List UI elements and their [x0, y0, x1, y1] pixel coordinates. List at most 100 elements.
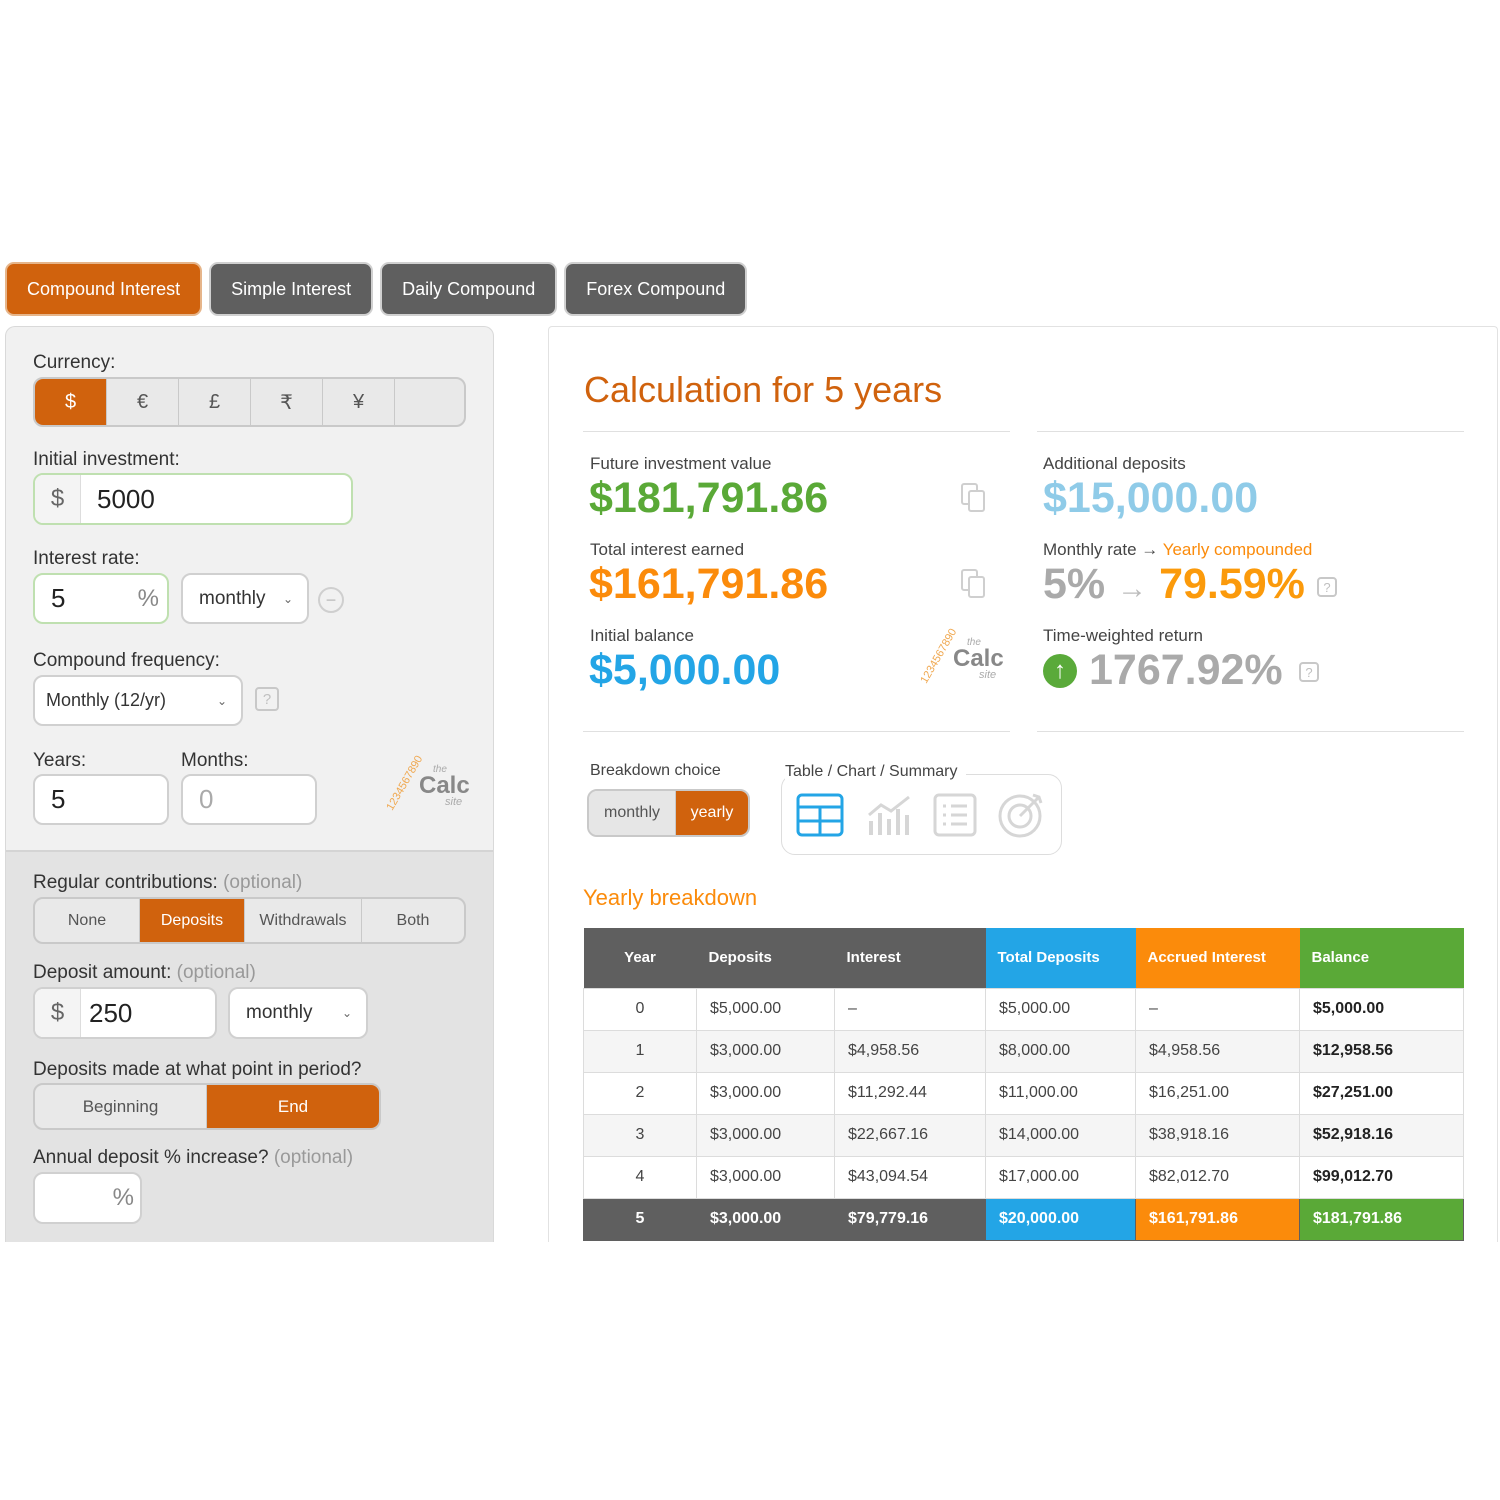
- table-header-row: Year Deposits Interest Total Deposits Ac…: [583, 928, 1464, 988]
- calculator-tabs: Compound Interest Simple Interest Daily …: [5, 262, 748, 316]
- cell-total-deposits: $17,000.00: [985, 1155, 1136, 1199]
- percent-suffix: %: [137, 584, 159, 612]
- initial-investment-input[interactable]: 5000: [97, 483, 155, 514]
- yearly-rate-value: 79.59%: [1159, 560, 1305, 608]
- deposit-period-select[interactable]: monthly ⌄: [228, 987, 368, 1039]
- currency-eur[interactable]: €: [107, 379, 179, 425]
- input-panel: Currency: $ € £ ₹ ¥ Initial investment: …: [5, 326, 494, 1242]
- initial-investment-field: $ 5000: [33, 473, 353, 525]
- logo-calc: Calc: [419, 772, 470, 799]
- cell-accrued-interest: –: [1135, 987, 1300, 1031]
- rate-conversion-label: Monthly rate → Yearly compounded: [1043, 540, 1313, 559]
- col-balance: Balance: [1299, 928, 1464, 988]
- col-total-deposits: Total Deposits: [985, 928, 1136, 988]
- initial-balance-label: Initial balance: [590, 626, 694, 645]
- summary-view-icon[interactable]: [933, 793, 977, 837]
- divider: [1037, 731, 1464, 732]
- table-row: 2 $3,000.00 $11,292.44 $11,000.00 $16,251.00…: [583, 1071, 1464, 1115]
- col-accrued-interest: Accrued Interest: [1135, 928, 1300, 988]
- interest-rate-field: 5 %: [33, 573, 169, 624]
- deposit-increase-label: Annual deposit % increase? (optional): [33, 1147, 354, 1168]
- table-row: 3 $3,000.00 $22,667.16 $14,000.00 $38,918.16…: [583, 1113, 1464, 1157]
- copy-icon[interactable]: [961, 483, 987, 513]
- chevron-down-icon: ⌄: [216, 693, 227, 708]
- help-icon[interactable]: ?: [255, 687, 279, 711]
- results-panel: Calculation for 5 years Future investmen…: [548, 326, 1498, 1242]
- contribution-both[interactable]: Both: [396, 911, 430, 929]
- logo-the: the: [433, 764, 447, 775]
- contributions-section: Regular contributions: (optional) None D…: [6, 850, 493, 1242]
- cell-accrued-interest: $82,012.70: [1135, 1155, 1300, 1199]
- cell-total-deposits: $8,000.00: [985, 1029, 1136, 1073]
- copy-icon[interactable]: [961, 569, 987, 599]
- calc-site-logo: 1234567890 the Calc site: [384, 752, 479, 822]
- cell-total-deposits: $5,000.00: [985, 987, 1136, 1031]
- future-value-label: Future investment value: [590, 454, 772, 473]
- view-selector-label: Table / Chart / Summary: [785, 763, 966, 781]
- col-interest: Interest: [834, 928, 986, 988]
- tab-forex-compound[interactable]: Forex Compound: [564, 262, 748, 316]
- tab-simple-interest[interactable]: Simple Interest: [209, 262, 374, 316]
- monthly-rate-value: 5%: [1043, 560, 1106, 608]
- cell-balance: $99,012.70: [1299, 1155, 1464, 1199]
- additional-deposits-label: Additional deposits: [1043, 454, 1186, 473]
- cell-accrued-interest: $4,958.56: [1135, 1029, 1300, 1073]
- years-label: Years:: [33, 750, 87, 771]
- currency-custom[interactable]: [395, 379, 464, 425]
- currency-gbp[interactable]: £: [179, 379, 251, 425]
- cell-year: 1: [583, 1029, 697, 1073]
- currency-inr[interactable]: ₹: [251, 379, 323, 425]
- target-view-icon[interactable]: [997, 791, 1047, 839]
- rate-period-value: monthly: [199, 587, 266, 609]
- results-title: Calculation for 5 years: [584, 369, 943, 410]
- arrow-right-icon: →: [1117, 572, 1148, 605]
- chevron-down-icon: ⌄: [282, 591, 293, 606]
- deposit-period-value: monthly: [246, 1002, 313, 1023]
- divider: [1037, 431, 1464, 432]
- rate-period-select[interactable]: monthly ⌄: [181, 573, 309, 624]
- currency-usd[interactable]: $: [35, 379, 107, 425]
- cell-total-deposits: $14,000.00: [985, 1113, 1136, 1157]
- timing-beginning[interactable]: Beginning: [35, 1085, 207, 1128]
- months-input[interactable]: 0: [181, 774, 317, 825]
- col-deposits: Deposits: [696, 928, 835, 988]
- tab-compound-interest[interactable]: Compound Interest: [5, 262, 203, 316]
- contribution-none[interactable]: None: [35, 899, 140, 942]
- arrow-up-icon: ↑: [1043, 654, 1077, 688]
- timing-end[interactable]: End: [207, 1085, 379, 1128]
- help-icon[interactable]: ?: [1299, 662, 1319, 682]
- contribution-withdrawals[interactable]: Withdrawals: [245, 899, 362, 942]
- divider: [583, 431, 1010, 432]
- time-weighted-value: 1767.92%: [1089, 646, 1283, 694]
- initial-investment-label: Initial investment:: [33, 449, 180, 470]
- cell-balance: $52,918.16: [1299, 1113, 1464, 1157]
- table-row: 5 $3,000.00 $79,779.16 $20,000.00 $161,791.8…: [583, 1197, 1464, 1241]
- col-year: Year: [583, 928, 697, 988]
- breakdown-choice-label: Breakdown choice: [590, 762, 721, 779]
- cell-accrued-interest: $38,918.16: [1135, 1113, 1300, 1157]
- calc-site-logo: 1234567890 the Calc site: [918, 625, 1013, 695]
- contribution-deposits[interactable]: Deposits: [140, 899, 245, 942]
- section-title: Yearly breakdown: [583, 885, 758, 910]
- tab-daily-compound[interactable]: Daily Compound: [380, 262, 558, 316]
- cell-interest: $22,667.16: [834, 1113, 986, 1157]
- years-input[interactable]: 5: [33, 774, 169, 825]
- cell-deposits: $3,000.00: [696, 1155, 835, 1199]
- cell-year: 2: [583, 1071, 697, 1115]
- currency-jpy[interactable]: ¥: [323, 379, 395, 425]
- compound-frequency-value: Monthly (12/yr): [46, 690, 167, 710]
- remove-rate-icon[interactable]: −: [318, 587, 344, 613]
- breakdown-yearly[interactable]: yearly: [676, 791, 748, 835]
- chart-view-icon[interactable]: [865, 793, 913, 837]
- deposit-amount-input[interactable]: 250: [89, 997, 133, 1028]
- time-weighted-label: Time-weighted return: [1043, 626, 1203, 645]
- breakdown-monthly[interactable]: monthly: [589, 791, 676, 835]
- deposit-increase-input[interactable]: %: [33, 1172, 142, 1224]
- help-icon[interactable]: ?: [1317, 577, 1337, 597]
- cell-deposits: $5,000.00: [696, 987, 835, 1031]
- interest-rate-input[interactable]: 5: [51, 583, 66, 613]
- future-value: $181,791.86: [589, 474, 829, 522]
- compound-frequency-select[interactable]: Monthly (12/yr) ⌄: [33, 675, 243, 726]
- table-view-icon[interactable]: [796, 793, 844, 837]
- cell-balance: $12,958.56: [1299, 1029, 1464, 1073]
